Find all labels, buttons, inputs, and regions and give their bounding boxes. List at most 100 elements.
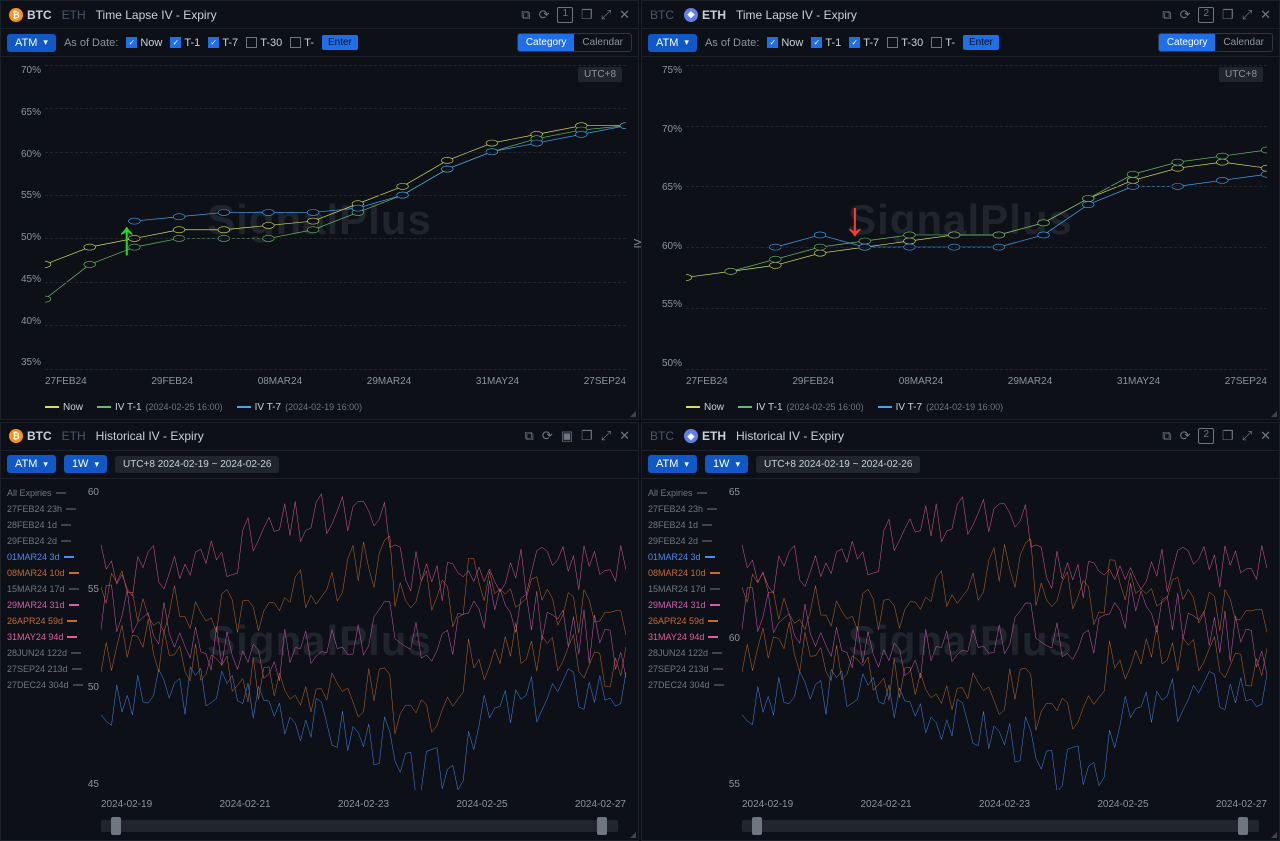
checkbox[interactable]: [849, 37, 860, 48]
toggle-calendar[interactable]: Calendar: [574, 34, 631, 51]
enter-field[interactable]: Enter: [322, 35, 358, 50]
expiry-item[interactable]: 29FEB24 2d: [648, 533, 724, 549]
expiry-item[interactable]: 28FEB24 1d: [7, 517, 83, 533]
expiry-item[interactable]: All Expiries: [7, 485, 83, 501]
check-t-7[interactable]: T-7: [208, 37, 238, 49]
checkbox[interactable]: [246, 37, 257, 48]
expiry-item[interactable]: 29MAR24 31d: [648, 597, 724, 613]
expiry-item[interactable]: 27SEP24 213d: [7, 661, 83, 677]
checkbox[interactable]: [290, 37, 301, 48]
check-now[interactable]: Now: [126, 37, 162, 49]
legend-item[interactable]: IV T-7(2024-02-19 16:00): [237, 402, 363, 413]
expiry-item[interactable]: 28JUN24 122d: [648, 645, 724, 661]
close-icon[interactable]: ✕: [1260, 428, 1271, 444]
time-slider[interactable]: [101, 820, 618, 832]
time-slider[interactable]: [742, 820, 1259, 832]
coin-tab-btc[interactable]: ₿BTC: [9, 429, 52, 443]
check-now[interactable]: Now: [767, 37, 803, 49]
slider-thumb-left[interactable]: [752, 817, 762, 835]
coin-tab-eth[interactable]: ◆ETH: [684, 8, 726, 22]
resize-handle[interactable]: [628, 830, 636, 838]
slider-thumb-left[interactable]: [111, 817, 121, 835]
expiry-item[interactable]: 31MAY24 94d: [7, 629, 83, 645]
check-t-[interactable]: T-: [931, 37, 955, 49]
check-t-1[interactable]: T-1: [170, 37, 200, 49]
checkbox[interactable]: [811, 37, 822, 48]
duplicate-icon[interactable]: ❐: [581, 428, 593, 444]
coin-tab-eth[interactable]: ETH: [62, 8, 86, 22]
legend-item[interactable]: Now: [686, 402, 724, 413]
close-icon[interactable]: ✕: [619, 7, 630, 23]
duplicate-icon[interactable]: ❐: [1222, 7, 1234, 23]
layout-badge[interactable]: 1: [557, 7, 573, 23]
timewindow-dropdown[interactable]: 1W: [705, 455, 748, 473]
expiry-item[interactable]: 26APR24 59d: [648, 613, 724, 629]
legend-item[interactable]: IV T-7(2024-02-19 16:00): [878, 402, 1004, 413]
checkbox[interactable]: [126, 37, 137, 48]
expiry-item[interactable]: 15MAR24 17d: [7, 581, 83, 597]
moneyness-dropdown[interactable]: ATM: [7, 34, 56, 52]
popout-icon[interactable]: ⧉: [1162, 428, 1171, 444]
coin-tab-btc[interactable]: BTC: [650, 8, 674, 22]
popout-icon[interactable]: ⧉: [1162, 7, 1171, 23]
slider-thumb-right[interactable]: [1238, 817, 1248, 835]
moneyness-dropdown[interactable]: ATM: [7, 455, 56, 473]
check-t-7[interactable]: T-7: [849, 37, 879, 49]
refresh-icon[interactable]: ⟳: [1180, 7, 1191, 23]
expand-icon[interactable]: ⤢: [1242, 428, 1252, 444]
expiry-item[interactable]: 29FEB24 2d: [7, 533, 83, 549]
expand-icon[interactable]: ⤢: [601, 7, 611, 23]
expiry-item[interactable]: 26APR24 59d: [7, 613, 83, 629]
legend-item[interactable]: Now: [45, 402, 83, 413]
coin-tab-eth[interactable]: ETH: [62, 429, 86, 443]
toggle-category[interactable]: Category: [518, 34, 575, 51]
check-t-30[interactable]: T-30: [246, 37, 282, 49]
expiry-item[interactable]: 01MAR24 3d: [7, 549, 83, 565]
expiry-item[interactable]: 27FEB24 23h: [7, 501, 83, 517]
check-t-30[interactable]: T-30: [887, 37, 923, 49]
expiry-item[interactable]: 08MAR24 10d: [648, 565, 724, 581]
expiry-item[interactable]: 01MAR24 3d: [648, 549, 724, 565]
layout-badge[interactable]: 2: [1198, 428, 1214, 444]
expiry-item[interactable]: 08MAR24 10d: [7, 565, 83, 581]
slider-thumb-right[interactable]: [597, 817, 607, 835]
checkbox[interactable]: [887, 37, 898, 48]
expiry-item[interactable]: All Expiries: [648, 485, 724, 501]
legend-item[interactable]: IV T-1(2024-02-25 16:00): [97, 402, 223, 413]
resize-handle[interactable]: [1269, 830, 1277, 838]
layout-badge[interactable]: 2: [1198, 7, 1214, 23]
check-t-1[interactable]: T-1: [811, 37, 841, 49]
expiry-item[interactable]: 27SEP24 213d: [648, 661, 724, 677]
refresh-icon[interactable]: ⟳: [542, 428, 553, 444]
popout-icon[interactable]: ⧉: [525, 428, 534, 444]
coin-tab-btc[interactable]: ₿BTC: [9, 8, 52, 22]
resize-handle[interactable]: [628, 409, 636, 417]
checkbox[interactable]: [767, 37, 778, 48]
checkbox[interactable]: [931, 37, 942, 48]
checkbox[interactable]: [170, 37, 181, 48]
expiry-item[interactable]: 15MAR24 17d: [648, 581, 724, 597]
popout-icon[interactable]: ⧉: [521, 7, 530, 23]
expiry-item[interactable]: 27FEB24 23h: [648, 501, 724, 517]
expiry-item[interactable]: 28JUN24 122d: [7, 645, 83, 661]
duplicate-icon[interactable]: ❐: [1222, 428, 1234, 444]
moneyness-dropdown[interactable]: ATM: [648, 34, 697, 52]
timewindow-dropdown[interactable]: 1W: [64, 455, 107, 473]
expand-icon[interactable]: ⤢: [601, 428, 611, 444]
expiry-item[interactable]: 29MAR24 31d: [7, 597, 83, 613]
expand-icon[interactable]: ⤢: [1242, 7, 1252, 23]
toggle-calendar[interactable]: Calendar: [1215, 34, 1272, 51]
coin-tab-eth[interactable]: ◆ETH: [684, 429, 726, 443]
legend-item[interactable]: IV T-1(2024-02-25 16:00): [738, 402, 864, 413]
moneyness-dropdown[interactable]: ATM: [648, 455, 697, 473]
resize-handle[interactable]: [1269, 409, 1277, 417]
coin-tab-btc[interactable]: BTC: [650, 429, 674, 443]
toggle-category[interactable]: Category: [1159, 34, 1216, 51]
check-t-[interactable]: T-: [290, 37, 314, 49]
expiry-item[interactable]: 27DEC24 304d: [7, 677, 83, 693]
close-icon[interactable]: ✕: [619, 428, 630, 444]
enter-field[interactable]: Enter: [963, 35, 999, 50]
refresh-icon[interactable]: ⟳: [1180, 428, 1191, 444]
duplicate-icon[interactable]: ❐: [581, 7, 593, 23]
expiry-item[interactable]: 31MAY24 94d: [648, 629, 724, 645]
